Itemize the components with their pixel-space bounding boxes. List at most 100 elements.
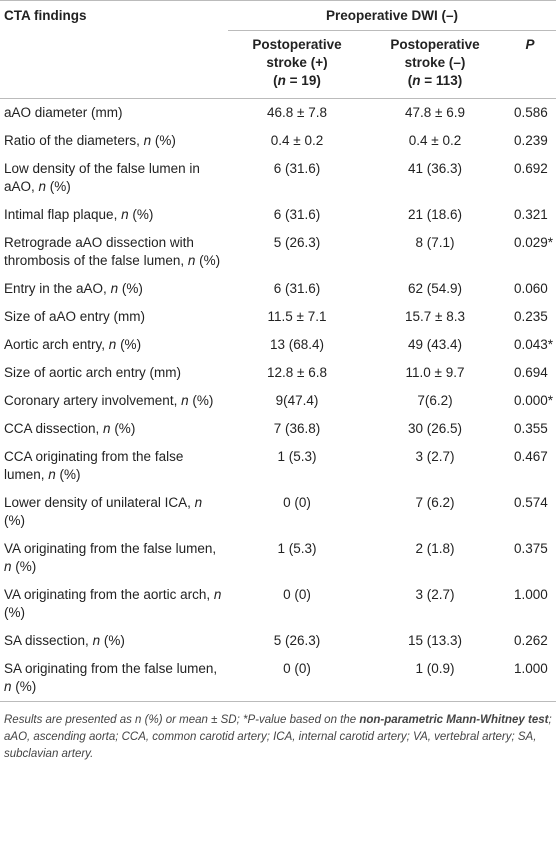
group-value: 0.4 ± 0.2 bbox=[408, 133, 462, 148]
finding-label: aAO diameter (mm) bbox=[4, 105, 123, 120]
p-value: 0.235 bbox=[514, 309, 548, 324]
table-row: SA dissection, n (%) 5 (26.3) 15 (13.3) 0.2… bbox=[0, 627, 556, 655]
finding-label: SA dissection, n (%) bbox=[4, 633, 125, 648]
p-value: 0.692 bbox=[514, 161, 548, 176]
group-value: 30 (26.5) bbox=[407, 421, 463, 436]
p-value: 0.043* bbox=[514, 337, 554, 352]
group-value: 15 (13.3) bbox=[407, 633, 463, 648]
table-row: CCA originating from the false lumen, n … bbox=[0, 443, 556, 489]
group-value: 0 (0) bbox=[228, 655, 366, 702]
finding-label: Intimal flap plaque, n (%) bbox=[4, 207, 154, 222]
results-table: CTA findings Preoperative DWI (–) Postop… bbox=[0, 0, 556, 702]
group-value: 5 (26.3) bbox=[273, 235, 321, 250]
group-value: 7(6.2) bbox=[417, 393, 453, 408]
group-value: 62 (54.9) bbox=[407, 281, 463, 296]
table-row: Low density of the false lumen in aAO, n… bbox=[0, 155, 556, 201]
group-value: 6 (31.6) bbox=[273, 281, 321, 296]
finding-label: SA originating from the false lumen, n (… bbox=[0, 655, 228, 702]
table-row: Aortic arch entry, n (%) 13 (68.4) 49 (43.… bbox=[0, 331, 556, 359]
column-count: (n = 19) bbox=[273, 73, 321, 88]
table-body: aAO diameter (mm) 46.8 ± 7.8 47.8 ± 6.9 0.5… bbox=[0, 99, 556, 702]
table-row: Entry in the aAO, n (%) 6 (31.6) 62 (54.9)… bbox=[0, 275, 556, 303]
footnote-bold: non-parametric Mann-Whitney test bbox=[359, 714, 549, 726]
group-value: 46.8 ± 7.8 bbox=[267, 105, 327, 120]
group-value: 3 (2.7) bbox=[415, 587, 455, 602]
table-row: Coronary artery involvement, n (%) 9(47.4… bbox=[0, 387, 556, 415]
table-row: VA originating from the aortic arch, n (… bbox=[0, 581, 556, 627]
table-row: Size of aortic arch entry (mm) 12.8 ± 6.8… bbox=[0, 359, 556, 387]
group-value: 0 (0) bbox=[283, 587, 311, 602]
finding-label: Ratio of the diameters, n (%) bbox=[4, 133, 176, 148]
empty-header bbox=[0, 30, 228, 99]
p-value: 0.375 bbox=[514, 541, 548, 556]
table-row: Lower density of unilateral ICA, n (%) 0 … bbox=[0, 489, 556, 535]
p-header: P bbox=[504, 30, 556, 99]
group-value: 8 (7.1) bbox=[415, 235, 455, 250]
finding-label: Coronary artery involvement, n (%) bbox=[4, 393, 214, 408]
finding-label: Retrograde aAO dissection with thrombosi… bbox=[4, 235, 221, 268]
column-count: (n = 113) bbox=[407, 73, 463, 88]
column-title: Postoperative stroke (+) bbox=[252, 37, 342, 70]
column-title: Postoperative stroke (–) bbox=[390, 37, 480, 70]
p-value: 0.029* bbox=[514, 235, 554, 250]
group-value: 6 (31.6) bbox=[273, 207, 321, 222]
findings-header: CTA findings bbox=[4, 8, 87, 23]
footnote-text: ; aAO, ascending aorta; CCA, common caro… bbox=[4, 714, 552, 760]
group-value: 41 (36.3) bbox=[407, 161, 463, 176]
subheader-row: Postoperative stroke (+) (n = 19) Postope… bbox=[0, 30, 556, 99]
finding-label: CCA dissection, n (%) bbox=[4, 421, 136, 436]
group-value: 21 (18.6) bbox=[407, 207, 463, 222]
group-value: 7 (36.8) bbox=[273, 421, 321, 436]
finding-label: Low density of the false lumen in aAO, n… bbox=[4, 161, 200, 194]
column-header: Postoperative stroke (+) (n = 19) bbox=[228, 30, 366, 99]
finding-label: Size of aAO entry (mm) bbox=[4, 309, 146, 324]
group-value: 47.8 ± 6.9 bbox=[405, 105, 465, 120]
p-value: 0.262 bbox=[514, 633, 548, 648]
p-value: 0.239 bbox=[514, 133, 548, 148]
finding-label: Aortic arch entry, n (%) bbox=[4, 337, 142, 352]
group-value: 1 (0.9) bbox=[366, 655, 504, 702]
table-row: SA originating from the false lumen, n (… bbox=[0, 655, 556, 702]
footnote: Results are presented as n (%) or mean ±… bbox=[0, 702, 556, 763]
table-row: Ratio of the diameters, n (%) 0.4 ± 0.2 0.… bbox=[0, 127, 556, 155]
footnote-text: Results are presented as n (%) or mean ±… bbox=[4, 714, 360, 726]
table-row: Size of aAO entry (mm) 11.5 ± 7.1 15.7 ± 8… bbox=[0, 303, 556, 331]
finding-label: Size of aortic arch entry (mm) bbox=[4, 365, 182, 380]
table-row: VA originating from the false lumen, n (… bbox=[0, 535, 556, 581]
group-value: 0.4 ± 0.2 bbox=[270, 133, 324, 148]
table-row: CCA dissection, n (%) 7 (36.8) 30 (26.5) 0.… bbox=[0, 415, 556, 443]
group-value: 6 (31.6) bbox=[273, 161, 321, 176]
group-value: 11.0 ± 9.7 bbox=[405, 365, 465, 380]
p-value: 0.467 bbox=[514, 449, 548, 464]
p-value: 0.586 bbox=[514, 105, 548, 120]
p-value: 1.000 bbox=[504, 655, 556, 702]
table-row: Retrograde aAO dissection with thrombosi… bbox=[0, 229, 556, 275]
p-value: 0.321 bbox=[514, 207, 548, 222]
group-value: 1 (5.3) bbox=[277, 541, 317, 556]
group-value: 3 (2.7) bbox=[415, 449, 455, 464]
p-value: 0.694 bbox=[514, 365, 548, 380]
group-value: 12.8 ± 6.8 bbox=[267, 365, 327, 380]
group-value: 7 (6.2) bbox=[415, 495, 455, 510]
finding-label: VA originating from the aortic arch, n (… bbox=[4, 587, 222, 620]
group-value: 15.7 ± 8.3 bbox=[405, 309, 465, 324]
table-row: Intimal flap plaque, n (%) 6 (31.6) 21 (18… bbox=[0, 201, 556, 229]
p-value: 0.574 bbox=[514, 495, 548, 510]
finding-label: VA originating from the false lumen, n (… bbox=[4, 541, 217, 574]
finding-label: Lower density of unilateral ICA, n (%) bbox=[4, 495, 203, 528]
group-value: 2 (1.8) bbox=[415, 541, 455, 556]
group-value: 11.5 ± 7.1 bbox=[267, 309, 327, 324]
header-row: CTA findings Preoperative DWI (–) bbox=[0, 0, 556, 31]
group-header: Preoperative DWI (–) bbox=[228, 0, 556, 31]
group-value: 9(47.4) bbox=[275, 393, 319, 408]
finding-label: Entry in the aAO, n (%) bbox=[4, 281, 143, 296]
group-value: 0 (0) bbox=[283, 495, 311, 510]
p-value: 0.355 bbox=[514, 421, 548, 436]
finding-label: CCA originating from the false lumen, n … bbox=[4, 449, 184, 482]
p-value: 1.000 bbox=[514, 587, 548, 602]
group-value: 13 (68.4) bbox=[269, 337, 325, 352]
group-value: 1 (5.3) bbox=[277, 449, 317, 464]
group-value: 49 (43.4) bbox=[407, 337, 463, 352]
column-header: Postoperative stroke (–) (n = 113) bbox=[366, 30, 504, 99]
